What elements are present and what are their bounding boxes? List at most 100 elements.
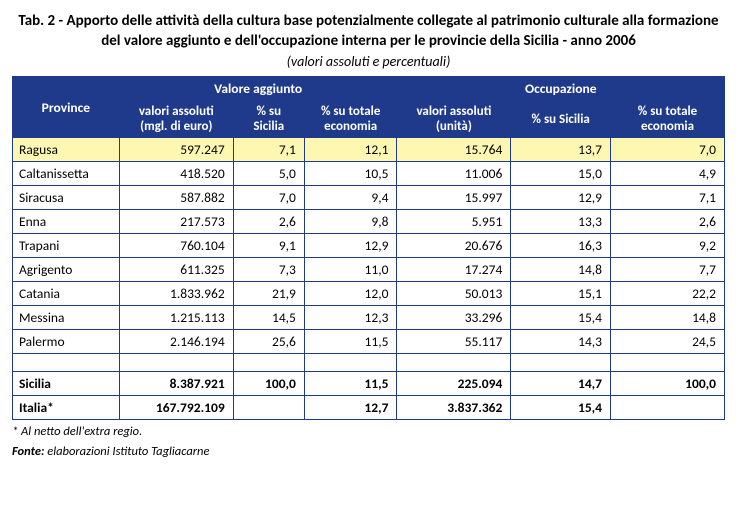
col-va-tot: % su totale economia [304,101,397,138]
cell-va-abs: 167.792.109 [119,396,233,420]
data-table: Province Valore aggiunto Occupazione val… [12,76,725,420]
table-row: Enna217.5732,69,85.95113,32,6 [13,210,725,234]
cell-va-abs: 1.215.113 [119,306,233,330]
col-province: Province [13,77,120,138]
cell-va-sic [233,396,304,420]
cell-oc-abs: 17.274 [397,258,511,282]
cell-oc-abs: 15.997 [397,186,511,210]
cell-va-tot: 9,8 [304,210,397,234]
table-row: Catania1.833.96221,912,050.01315,122,2 [13,282,725,306]
table-title: Tab. 2 - Apporto delle attività della cu… [12,12,725,51]
colgroup-valore: Valore aggiunto [119,77,397,101]
cell-oc-sic: 13,7 [511,138,611,162]
colgroup-occupazione: Occupazione [397,77,725,101]
cell-va-abs: 217.573 [119,210,233,234]
cell-name: Siracusa [13,186,120,210]
footnote-1: * Al netto dell'extra regio. [12,424,725,440]
cell-name: Sicilia [13,372,120,396]
cell-name: Messina [13,306,120,330]
cell-va-abs: 1.833.962 [119,282,233,306]
cell-va-abs: 587.882 [119,186,233,210]
table-body: Ragusa597.2477,112,115.76413,77,0Caltani… [13,138,725,420]
cell-oc-sic: 16,3 [511,234,611,258]
cell-va-tot: 12,9 [304,234,397,258]
cell-va-sic: 25,6 [233,330,304,354]
cell-va-sic: 9,1 [233,234,304,258]
col-oc-abs: valori assoluti (unità) [397,101,511,138]
cell-va-abs: 597.247 [119,138,233,162]
cell-oc-tot: 7,0 [611,138,725,162]
table-row: Agrigento611.3257,311,017.27414,87,7 [13,258,725,282]
table-row: Messina1.215.11314,512,333.29615,414,8 [13,306,725,330]
footnote-2-label: Fonte: [12,444,44,459]
cell-va-sic: 5,0 [233,162,304,186]
footnote-2-text: elaborazioni Istituto Tagliacarne [44,444,209,459]
table-row: Ragusa597.2477,112,115.76413,77,0 [13,138,725,162]
cell-oc-sic: 14,3 [511,330,611,354]
cell-va-sic: 7,1 [233,138,304,162]
cell-name: Ragusa [13,138,120,162]
cell-oc-sic: 15,1 [511,282,611,306]
cell-oc-sic: 15,4 [511,306,611,330]
cell-va-abs: 8.387.921 [119,372,233,396]
cell-oc-tot: 7,1 [611,186,725,210]
cell-oc-abs: 20.676 [397,234,511,258]
cell-va-tot: 9,4 [304,186,397,210]
cell-oc-abs: 11.006 [397,162,511,186]
cell-va-tot: 12,7 [304,396,397,420]
cell-name: Palermo [13,330,120,354]
cell-va-abs: 2.146.194 [119,330,233,354]
cell-va-tot: 11,5 [304,330,397,354]
cell-oc-sic: 15,0 [511,162,611,186]
cell-oc-sic: 14,8 [511,258,611,282]
table-subtitle: (valori assoluti e percentuali) [12,53,725,70]
cell-va-abs: 611.325 [119,258,233,282]
cell-oc-sic: 15,4 [511,396,611,420]
table-row: Caltanissetta418.5205,010,511.00615,04,9 [13,162,725,186]
cell-oc-sic: 14,7 [511,372,611,396]
cell-oc-tot: 4,9 [611,162,725,186]
table-row: Palermo2.146.19425,611,555.11714,324,5 [13,330,725,354]
cell-oc-abs: 3.837.362 [397,396,511,420]
cell-oc-tot: 9,2 [611,234,725,258]
cell-va-sic: 7,3 [233,258,304,282]
cell-oc-sic: 13,3 [511,210,611,234]
cell-va-sic: 2,6 [233,210,304,234]
cell-va-sic: 100,0 [233,372,304,396]
cell-oc-abs: 50.013 [397,282,511,306]
table-row: Italia*167.792.10912,73.837.36215,4 [13,396,725,420]
cell-oc-tot: 22,2 [611,282,725,306]
cell-va-tot: 12,1 [304,138,397,162]
col-oc-sic: % su Sicilia [511,101,611,138]
cell-oc-sic: 12,9 [511,186,611,210]
cell-va-abs: 760.104 [119,234,233,258]
col-va-sic: % su Sicilia [233,101,304,138]
cell-va-tot: 10,5 [304,162,397,186]
cell-oc-tot: 7,7 [611,258,725,282]
footnote-2: Fonte: elaborazioni Istituto Tagliacarne [12,444,725,460]
cell-oc-abs: 55.117 [397,330,511,354]
cell-oc-tot: 100,0 [611,372,725,396]
cell-va-tot: 11,5 [304,372,397,396]
cell-oc-abs: 15.764 [397,138,511,162]
cell-name: Trapani [13,234,120,258]
cell-name: Caltanissetta [13,162,120,186]
cell-va-sic: 21,9 [233,282,304,306]
cell-va-tot: 11,0 [304,258,397,282]
cell-name: Catania [13,282,120,306]
cell-oc-abs: 33.296 [397,306,511,330]
cell-name: Enna [13,210,120,234]
cell-va-sic: 7,0 [233,186,304,210]
cell-va-tot: 12,3 [304,306,397,330]
cell-name: Agrigento [13,258,120,282]
table-row: Sicilia8.387.921100,011,5225.09414,7100,… [13,372,725,396]
cell-va-abs: 418.520 [119,162,233,186]
cell-oc-abs: 5.951 [397,210,511,234]
cell-oc-tot: 14,8 [611,306,725,330]
cell-va-tot: 12,0 [304,282,397,306]
cell-oc-tot [611,396,725,420]
table-row: Trapani760.1049,112,920.67616,39,2 [13,234,725,258]
cell-va-sic: 14,5 [233,306,304,330]
cell-oc-tot: 2,6 [611,210,725,234]
spacer-row [13,354,725,372]
